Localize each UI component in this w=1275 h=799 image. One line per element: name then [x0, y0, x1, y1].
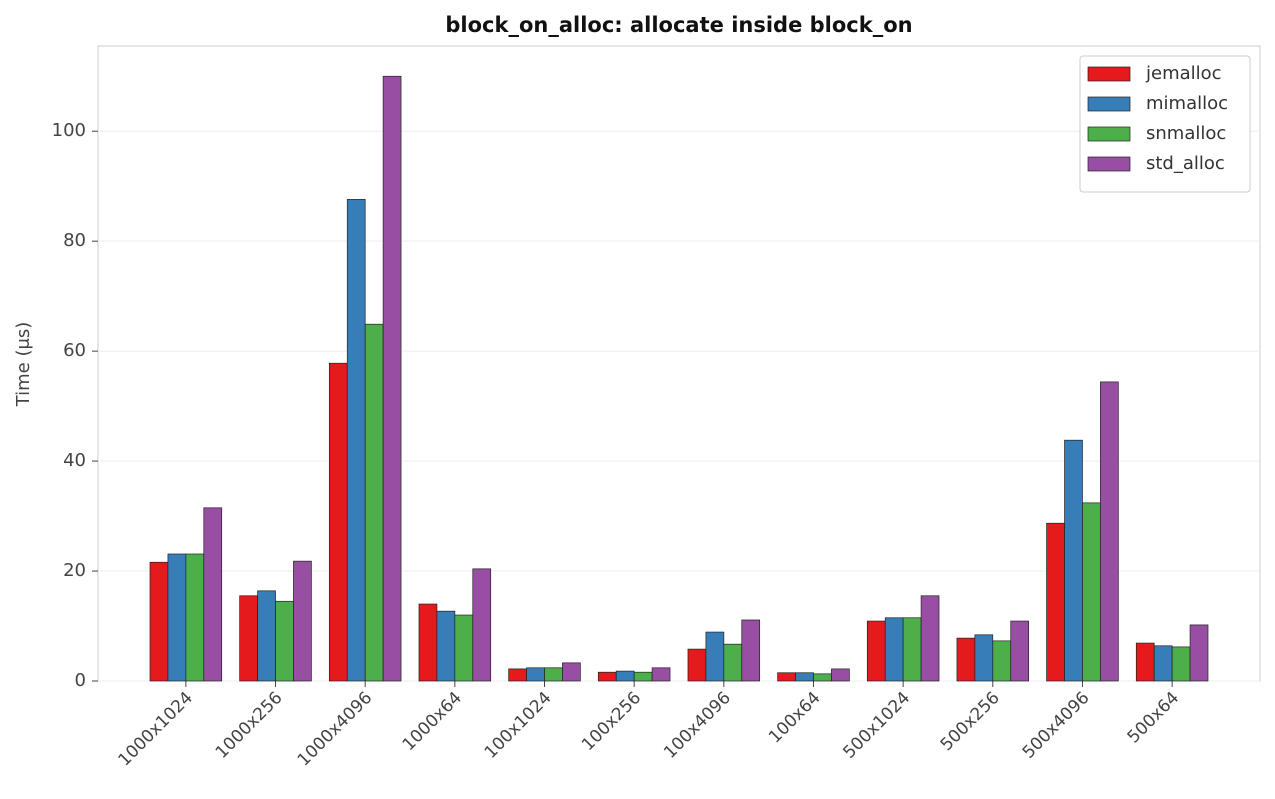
- bar: [454, 614, 474, 682]
- bar: [741, 619, 761, 682]
- bar: [1082, 502, 1101, 682]
- x-tick-label: 500x64: [1124, 688, 1183, 747]
- legend-swatch: [1087, 156, 1131, 172]
- x-tick-label: 100x1024: [481, 688, 556, 763]
- legend-swatch: [1087, 66, 1131, 82]
- x-tick-label: 500x256: [937, 688, 1004, 755]
- legend-label: jemalloc: [1145, 63, 1222, 84]
- bar: [544, 667, 563, 682]
- bar: [777, 672, 796, 682]
- bar: [185, 553, 205, 682]
- bar: [508, 668, 527, 682]
- bar: [1153, 645, 1173, 682]
- chart-title: block_on_alloc: allocate inside block_on: [445, 13, 912, 37]
- x-tick-label: 1000x64: [399, 688, 466, 755]
- bar: [418, 603, 438, 682]
- bar: [1010, 620, 1030, 682]
- bar: [992, 640, 1012, 682]
- bar: [1171, 646, 1191, 682]
- bar: [239, 595, 258, 682]
- bar: [956, 637, 976, 682]
- bar: [615, 670, 635, 682]
- legend-label: std_alloc: [1146, 153, 1225, 174]
- legend-label: snmalloc: [1146, 123, 1226, 144]
- legend-swatch: [1087, 96, 1131, 112]
- x-tick-label: 1000x1024: [114, 688, 196, 770]
- bar: [831, 668, 850, 682]
- bar: [562, 662, 581, 682]
- bar: [884, 617, 904, 682]
- x-tick-label: 100x256: [578, 688, 645, 755]
- bar: [346, 199, 366, 682]
- y-tick-label: 20: [63, 560, 86, 581]
- bar: [723, 643, 743, 682]
- x-tick-label: 100x4096: [660, 688, 735, 763]
- bar: [705, 631, 725, 682]
- bar: [257, 590, 276, 682]
- bar: [526, 667, 545, 682]
- bar: [974, 634, 994, 682]
- y-tick-label: 60: [63, 340, 86, 361]
- y-tick-label: 40: [63, 450, 86, 471]
- bar: [275, 600, 294, 682]
- bar: [1189, 624, 1209, 682]
- bar: [1046, 522, 1065, 682]
- bar: [149, 561, 169, 682]
- bar: [902, 617, 922, 682]
- bar: [1135, 642, 1155, 682]
- y-tick-label: 100: [52, 120, 86, 141]
- y-axis-label: Time (μs): [13, 322, 34, 408]
- x-tick-label: 1000x256: [212, 688, 287, 763]
- bar: [382, 75, 402, 682]
- x-tick-label: 500x1024: [839, 688, 914, 763]
- bar: [920, 595, 940, 682]
- x-tick-label: 1000x4096: [294, 688, 376, 770]
- bar: [651, 667, 671, 682]
- bar: [866, 620, 886, 682]
- y-tick-label: 80: [63, 230, 86, 251]
- bar: [436, 610, 456, 682]
- bar: [597, 671, 617, 682]
- bar: [813, 673, 832, 682]
- legend-swatch: [1087, 126, 1131, 142]
- bar: [687, 648, 707, 682]
- bar: [293, 560, 312, 682]
- x-tick-label: 100x64: [765, 688, 824, 747]
- legend-label: mimalloc: [1146, 93, 1228, 114]
- bar: [203, 507, 223, 682]
- bar: [1100, 381, 1119, 682]
- bar: [795, 672, 814, 682]
- y-tick-label: 0: [75, 670, 86, 691]
- bar: [364, 323, 384, 682]
- bar: [1064, 439, 1083, 682]
- bar: [328, 362, 348, 682]
- bar: [633, 671, 653, 682]
- bar: [167, 553, 187, 682]
- x-tick-label: 500x4096: [1019, 688, 1094, 763]
- bar: [472, 568, 492, 682]
